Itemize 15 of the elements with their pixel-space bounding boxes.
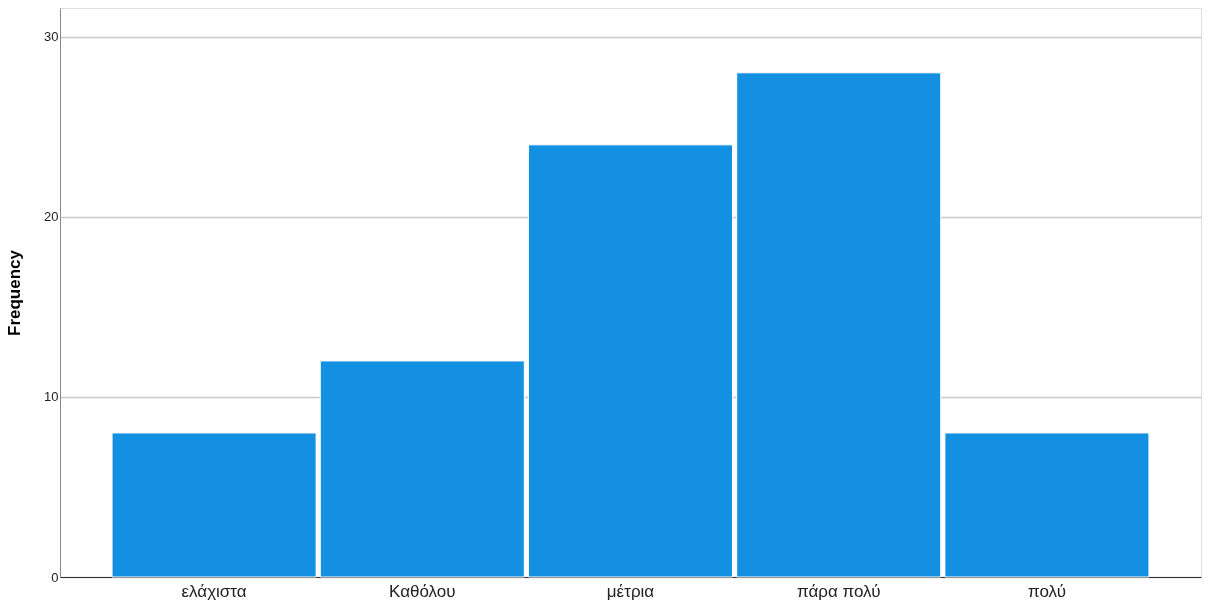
bar	[319, 360, 525, 578]
x-tick-label: πάρα πολύ	[796, 581, 881, 601]
x-tick-label: πολύ	[1027, 581, 1066, 601]
y-tick-label: 20	[44, 209, 59, 225]
bar	[944, 432, 1150, 578]
x-tick-label: Καθόλου	[389, 581, 456, 601]
bar	[527, 144, 734, 578]
x-tick-label: ελάχιστα	[181, 581, 247, 601]
x-tick-label: μέτρια	[606, 581, 655, 601]
y-axis-title: Frequency	[5, 249, 25, 336]
y-tick-label: 30	[44, 29, 59, 45]
bar	[736, 72, 942, 578]
y-tick-label: 0	[51, 569, 59, 585]
bar	[111, 432, 317, 578]
y-tick-label: 10	[44, 389, 59, 405]
